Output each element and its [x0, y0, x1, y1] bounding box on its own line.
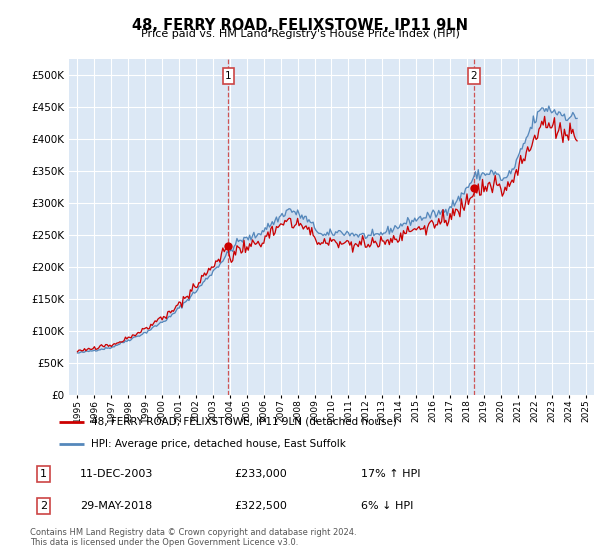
Text: Price paid vs. HM Land Registry's House Price Index (HPI): Price paid vs. HM Land Registry's House … — [140, 29, 460, 39]
Text: Contains HM Land Registry data © Crown copyright and database right 2024.: Contains HM Land Registry data © Crown c… — [30, 528, 356, 536]
Text: 2: 2 — [40, 501, 47, 511]
Text: 48, FERRY ROAD, FELIXSTOWE, IP11 9LN (detached house): 48, FERRY ROAD, FELIXSTOWE, IP11 9LN (de… — [91, 417, 397, 427]
Text: 1: 1 — [40, 469, 47, 479]
Text: £322,500: £322,500 — [234, 501, 287, 511]
Text: 1: 1 — [225, 71, 232, 81]
Text: 29-MAY-2018: 29-MAY-2018 — [80, 501, 152, 511]
Text: 2: 2 — [471, 71, 478, 81]
Text: 17% ↑ HPI: 17% ↑ HPI — [361, 469, 421, 479]
Text: £233,000: £233,000 — [234, 469, 287, 479]
Text: 48, FERRY ROAD, FELIXSTOWE, IP11 9LN: 48, FERRY ROAD, FELIXSTOWE, IP11 9LN — [132, 18, 468, 33]
Text: HPI: Average price, detached house, East Suffolk: HPI: Average price, detached house, East… — [91, 438, 346, 449]
Text: This data is licensed under the Open Government Licence v3.0.: This data is licensed under the Open Gov… — [30, 538, 298, 547]
Text: 6% ↓ HPI: 6% ↓ HPI — [361, 501, 413, 511]
Text: 11-DEC-2003: 11-DEC-2003 — [80, 469, 153, 479]
